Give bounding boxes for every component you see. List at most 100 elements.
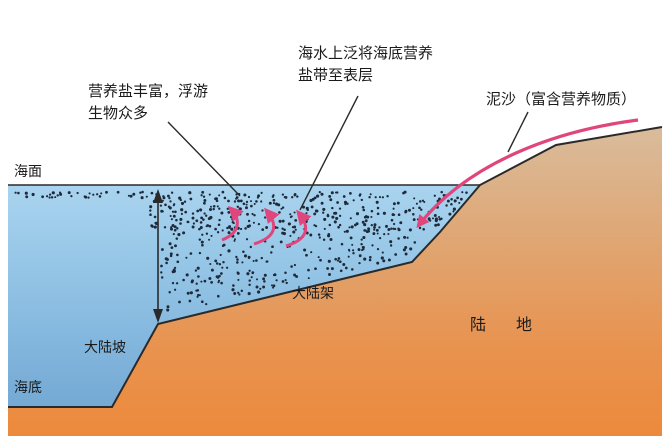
nutrient-dot [188, 299, 192, 303]
label-upwelling-line1: 海水上泛将海底营养 [298, 44, 433, 62]
nutrient-dot [263, 280, 266, 283]
nutrient-dot [205, 225, 208, 228]
sediment-arrow [416, 118, 639, 229]
nutrient-dot [293, 225, 297, 229]
nutrient-dot [160, 248, 164, 251]
nutrient-dot [233, 292, 237, 295]
nutrient-dot [403, 235, 407, 239]
nutrient-dot [195, 282, 198, 285]
nutrient-dot [169, 254, 173, 258]
nutrient-dot [345, 229, 349, 233]
nutrient-dot [210, 268, 214, 272]
nutrient-dot [175, 237, 179, 240]
nutrient-dot [322, 238, 326, 241]
nutrient-dot [305, 253, 308, 257]
nutrient-dot [182, 278, 185, 282]
nutrient-dot [386, 195, 389, 198]
nutrient-dot [260, 256, 263, 260]
nutrient-dot [265, 226, 269, 229]
nutrient-dot [247, 292, 251, 296]
nutrient-dot [337, 257, 341, 260]
nutrient-dot [347, 255, 350, 258]
nutrient-dot [461, 191, 464, 194]
nutrient-dot [242, 250, 245, 253]
nutrient-dot [150, 224, 154, 228]
nutrient-dot [270, 284, 274, 287]
nutrient-dot [376, 206, 380, 210]
nutrient-dot [376, 232, 379, 235]
nutrient-dot [294, 219, 298, 222]
nutrient-dot [394, 227, 397, 231]
nutrient-dot [287, 222, 291, 226]
nutrient-dot [216, 231, 220, 234]
nutrient-dot [239, 199, 243, 203]
nutrient-dot [215, 275, 219, 278]
nutrient-dot [376, 212, 380, 216]
nutrient-dot [343, 200, 348, 204]
leader-upwelling [299, 95, 359, 211]
nutrient-dot [202, 195, 206, 198]
nutrient-dot [25, 195, 29, 199]
nutrient-dot [160, 264, 163, 268]
nutrient-dot [408, 208, 411, 212]
nutrient-dot [198, 251, 202, 255]
nutrient-dot [272, 202, 276, 205]
nutrient-dot [360, 198, 364, 202]
nutrient-dot [329, 198, 333, 202]
nutrient-dot [237, 291, 240, 294]
nutrient-dot [249, 245, 253, 249]
nutrient-dot [221, 244, 225, 248]
nutrient-dot [129, 194, 133, 198]
nutrient-dot [366, 215, 370, 219]
nutrient-dot [185, 256, 188, 259]
nutrient-dot [194, 269, 198, 272]
nutrient-dot [50, 196, 54, 199]
nutrient-dot [317, 233, 321, 236]
nutrient-dot [248, 269, 251, 272]
nutrient-dot [180, 201, 185, 205]
nutrient-dot [440, 217, 443, 221]
nutrient-dot [188, 191, 192, 195]
nutrient-dot [201, 243, 204, 247]
nutrient-dot [390, 227, 393, 230]
nutrient-dot [371, 244, 374, 247]
nutrient-dot [255, 200, 258, 203]
nutrient-dot [372, 232, 376, 236]
nutrient-dot [397, 213, 401, 216]
nutrient-dot [67, 191, 71, 195]
nutrient-dot [173, 203, 176, 206]
nutrient-dot [185, 273, 189, 277]
nutrient-dot [376, 261, 380, 265]
nutrient-dot [98, 195, 102, 198]
nutrient-dot [160, 271, 163, 274]
nutrient-dot [250, 204, 253, 208]
nutrient-dot [281, 280, 285, 283]
nutrient-dot [83, 195, 86, 198]
nutrient-dot [231, 288, 235, 292]
nutrient-dot [238, 293, 241, 296]
nutrient-dot [448, 212, 452, 216]
nutrient-dot [397, 237, 400, 240]
nutrient-dot [243, 193, 247, 197]
nutrient-dot [421, 199, 425, 202]
nutrient-dot [246, 212, 249, 216]
nutrient-dot [338, 214, 342, 218]
nutrient-dot [243, 254, 248, 258]
label-continental-shelf: 大陆架 [292, 286, 334, 302]
nutrient-dot [390, 218, 394, 222]
nutrient-dot [313, 212, 317, 216]
nutrient-dot [408, 228, 412, 232]
nutrient-dot [285, 281, 288, 285]
nutrient-dot [247, 195, 251, 199]
nutrient-dot [247, 219, 251, 223]
nutrient-dot [450, 197, 453, 201]
nutrient-dot [159, 204, 163, 207]
nutrient-dot [310, 251, 313, 254]
nutrient-dot [168, 242, 172, 246]
nutrient-dot [178, 196, 182, 200]
nutrient-dot [375, 228, 379, 232]
nutrient-dot [140, 196, 144, 200]
nutrient-dot [48, 196, 51, 199]
nutrient-dot [166, 308, 170, 312]
